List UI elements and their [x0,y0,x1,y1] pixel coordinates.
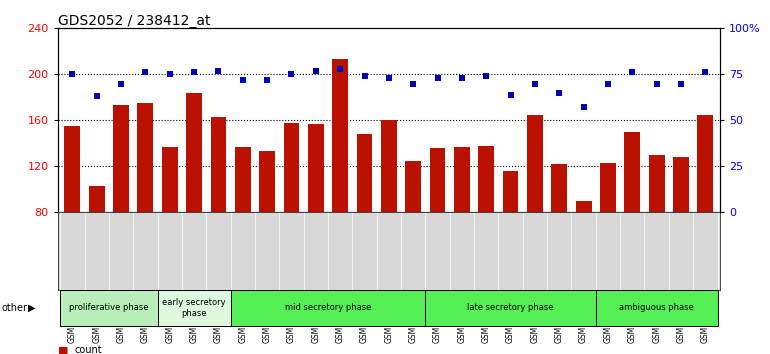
Bar [698,115,713,212]
Bar [158,290,230,326]
Point [163,72,176,77]
Point [651,81,663,86]
Bar [235,147,251,212]
Point [139,70,152,75]
Bar [649,155,665,212]
Bar [576,201,591,212]
Bar [430,148,446,212]
Point [456,75,468,81]
Point [675,81,687,86]
Bar [503,171,518,212]
Bar [113,105,129,212]
Bar [332,59,348,212]
Bar [425,290,596,326]
Bar [673,157,689,212]
Point [358,73,370,79]
Point [310,68,322,74]
Bar [357,134,373,212]
Bar [210,117,226,212]
Text: other: other [2,303,28,313]
Bar [283,123,300,212]
Bar [454,147,470,212]
Point [480,73,492,79]
Bar [60,290,158,326]
Bar [162,147,178,212]
Text: late secretory phase: late secretory phase [467,303,554,313]
Point [504,92,517,97]
Bar [551,164,567,212]
Bar [405,161,421,212]
Point [602,81,614,86]
Point [431,75,444,81]
Point [383,75,395,81]
Text: early secretory
phase: early secretory phase [162,298,226,318]
Point [626,70,638,75]
Point [91,93,103,99]
Bar [596,290,718,326]
Point [115,81,127,86]
Point [286,72,298,77]
Point [407,81,420,86]
Bar [624,132,640,212]
Text: mid secretory phase: mid secretory phase [285,303,371,313]
Text: GDS2052 / 238412_at: GDS2052 / 238412_at [58,14,210,28]
Bar [89,186,105,212]
Point [213,68,225,74]
Bar [381,120,397,212]
Bar [65,126,80,212]
Text: proliferative phase: proliferative phase [69,303,149,313]
Bar [308,124,323,212]
Point [553,90,565,96]
Text: ▶: ▶ [28,303,35,313]
Point [261,77,273,83]
Point [699,70,711,75]
Bar [527,115,543,212]
Point [236,77,249,83]
Text: ambiguous phase: ambiguous phase [619,303,694,313]
Point [334,66,346,72]
Point [578,105,590,110]
Point [66,72,79,77]
Bar [138,103,153,212]
Point [529,81,541,86]
Bar [230,290,425,326]
Bar [259,152,275,212]
Bar [186,93,202,212]
Point [188,70,200,75]
Text: ■: ■ [58,346,69,354]
Bar [478,146,494,212]
Text: count: count [75,346,102,354]
Bar [600,163,616,212]
